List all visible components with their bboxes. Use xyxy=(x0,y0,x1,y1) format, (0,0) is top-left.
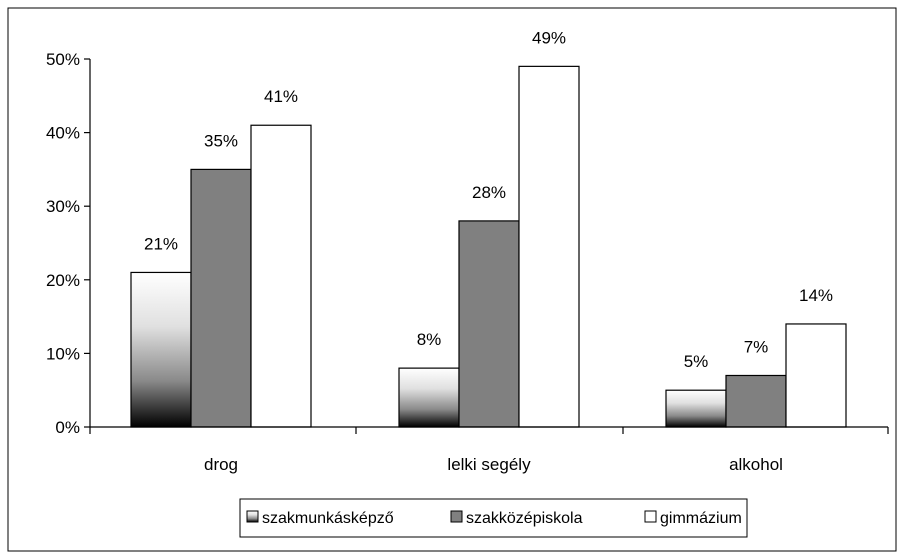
legend-swatch xyxy=(246,510,259,523)
bar xyxy=(665,389,727,428)
legend: szakmunkásképző szakközépiskola gimmázium xyxy=(239,498,748,538)
legend-label: gimmázium xyxy=(660,510,742,527)
legend-label: szakközépiskola xyxy=(466,510,583,527)
data-label: 21% xyxy=(144,234,178,253)
y-tick-label: 30% xyxy=(46,197,80,216)
category-label: lelki segély xyxy=(447,455,531,474)
data-label: 7% xyxy=(744,337,769,356)
plot-area: 0% 10% 20% 30% 40% 50% 21% 8% 5% 35% 28% 7% 41% 49% 14… xyxy=(46,28,889,474)
bar xyxy=(458,220,520,428)
bar xyxy=(518,65,580,428)
y-tick-label: 40% xyxy=(46,124,80,143)
legend-label: szakmunkásképző xyxy=(262,510,394,527)
bar xyxy=(725,374,787,428)
data-label: 28% xyxy=(472,183,506,202)
legend-swatch xyxy=(450,510,463,523)
data-label: 14% xyxy=(799,286,833,305)
legend-swatch xyxy=(644,510,657,523)
bar xyxy=(250,124,312,428)
data-label: 5% xyxy=(684,352,709,371)
bar xyxy=(398,367,460,428)
data-label: 49% xyxy=(532,28,566,47)
data-label: 35% xyxy=(204,131,238,150)
y-tick-label: 0% xyxy=(55,418,80,437)
data-label: 8% xyxy=(417,330,442,349)
bar xyxy=(130,271,192,428)
y-tick-label: 50% xyxy=(46,50,80,69)
category-label: alkohol xyxy=(729,455,783,474)
y-tick-label: 10% xyxy=(46,344,80,363)
legend-box xyxy=(239,498,748,538)
data-label: 41% xyxy=(264,87,298,106)
bar xyxy=(190,168,252,428)
category-label: drog xyxy=(204,455,238,474)
y-tick-label: 20% xyxy=(46,271,80,290)
bar xyxy=(785,323,847,428)
